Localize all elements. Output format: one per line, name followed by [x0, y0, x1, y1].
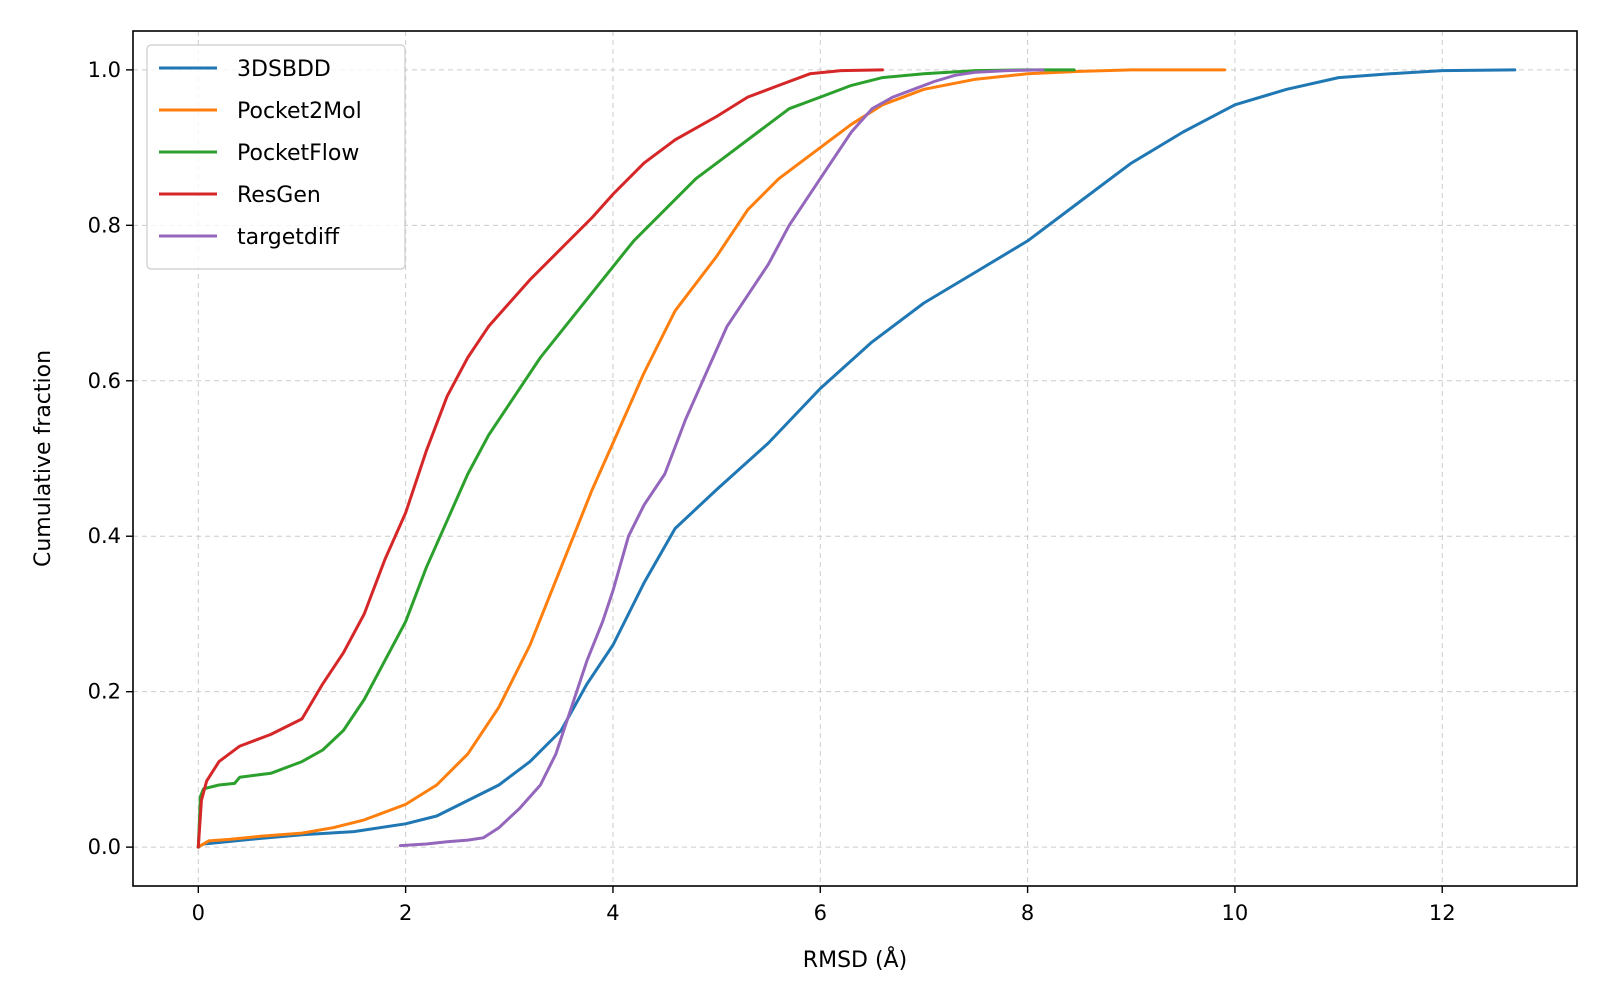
legend-label-pocketflow: PocketFlow — [237, 141, 359, 166]
x-tick-label: 0 — [192, 901, 205, 925]
y-tick-label: 0.8 — [88, 213, 121, 237]
legend-label-resgen: ResGen — [237, 183, 321, 208]
legend-label-pocket2mol: Pocket2Mol — [237, 99, 362, 124]
legend-label-targetdiff: targetdiff — [237, 225, 340, 250]
x-tick-label: 8 — [1021, 901, 1034, 925]
legend-label-3dsbdd: 3DSBDD — [237, 57, 331, 82]
axis-ticks: 0 2 4 6 8 10 12 0.0 0.2 0.4 0.6 0.8 1.0 — [88, 58, 1456, 925]
x-tick-label: 4 — [606, 901, 619, 925]
series-line-targetdiff — [398, 68, 1045, 848]
plot-frame — [132, 30, 1578, 887]
x-tick-label: 2 — [399, 901, 412, 925]
series-line-3dsbdd — [196, 68, 1517, 849]
y-tick-label: 0.4 — [88, 524, 121, 548]
y-tick-label: 0.0 — [88, 835, 121, 859]
x-tick-label: 12 — [1429, 901, 1456, 925]
series-line-resgen — [196, 68, 884, 849]
x-axis-label: RMSD (Å) — [803, 946, 907, 973]
series-line-pocketflow — [196, 68, 1076, 849]
y-tick-label: 0.6 — [88, 369, 121, 393]
series-lines — [196, 68, 1517, 849]
legend: 3DSBDD Pocket2Mol PocketFlow ResGen targetdi… — [146, 44, 406, 270]
x-tick-label: 10 — [1222, 901, 1249, 925]
y-axis-label: Cumulative fraction — [31, 350, 56, 567]
legend-box — [146, 44, 406, 270]
y-tick-label: 0.2 — [88, 680, 121, 704]
y-tick-label: 1.0 — [88, 58, 121, 82]
series-line-pocket2mol — [196, 68, 1227, 849]
x-tick-label: 6 — [814, 901, 827, 925]
